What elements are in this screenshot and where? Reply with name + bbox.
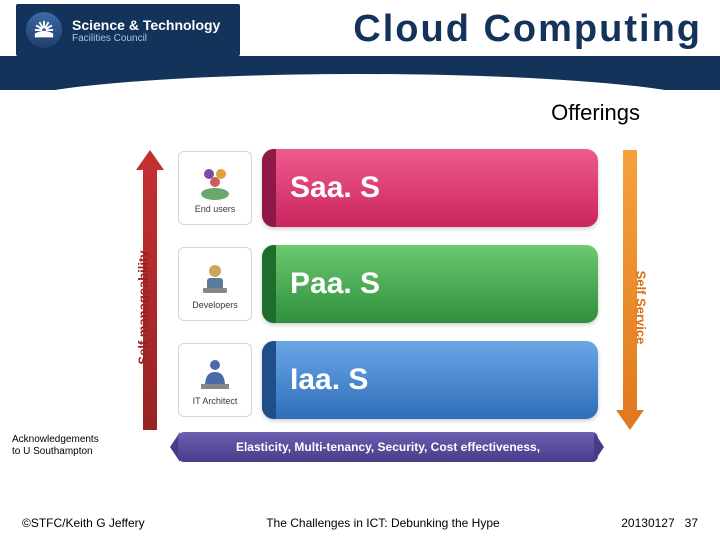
footer-center: The Challenges in ICT: Debunking the Hyp… [145,516,622,530]
left-axis-label: Self manageability [136,250,151,364]
layer-saas: End users Saa. S [178,146,598,230]
footer: ©STFC/Keith G Jeffery The Challenges in … [0,516,720,530]
layer-caption: End users [195,204,236,214]
left-axis-arrow: Self manageability [138,150,162,430]
layer-caption: IT Architect [193,396,238,406]
org-line1: Science & Technology [72,17,220,33]
layer-paas: Developers Paa. S [178,242,598,326]
layer-title: Iaa. S [290,363,368,397]
layer-body: Paa. S [262,245,598,323]
right-axis-label: Self Service [634,271,649,345]
cloud-layers-diagram: Self manageability Self Service End user… [140,140,640,480]
layer-title: Saa. S [290,171,380,205]
org-logo: Science & Technology Facilities Council [16,4,240,56]
bottom-bar-label: Elasticity, Multi-tenancy, Security, Cos… [236,440,540,454]
bottom-bar: Elasticity, Multi-tenancy, Security, Cos… [178,432,598,462]
end-users-icon: End users [178,151,252,225]
layers: End users Saa. S Developers Paa. S IT Ar… [178,146,598,434]
footer-page: 37 [685,516,698,530]
layer-title: Paa. S [290,267,380,301]
ack-line1: Acknowledgements [12,434,99,446]
layer-body: Saa. S [262,149,598,227]
right-axis-arrow: Self Service [618,150,642,430]
developers-icon: Developers [178,247,252,321]
header: Science & Technology Facilities Council … [0,0,720,90]
org-line2: Facilities Council [72,33,220,44]
acknowledgement: Acknowledgements to U Southampton [12,434,99,458]
layer-iaas: IT Architect Iaa. S [178,338,598,422]
it-architect-icon: IT Architect [178,343,252,417]
page-title: Cloud Computing [353,8,702,51]
layer-body: Iaa. S [262,341,598,419]
sun-icon [26,12,62,48]
bottom-bar-right-cap [594,432,604,462]
subtitle: Offerings [551,100,640,126]
layer-caption: Developers [192,300,238,310]
org-text: Science & Technology Facilities Council [72,17,220,44]
footer-left: ©STFC/Keith G Jeffery [22,516,145,530]
footer-date: 20130127 [621,516,674,530]
ack-line2: to U Southampton [12,446,99,458]
